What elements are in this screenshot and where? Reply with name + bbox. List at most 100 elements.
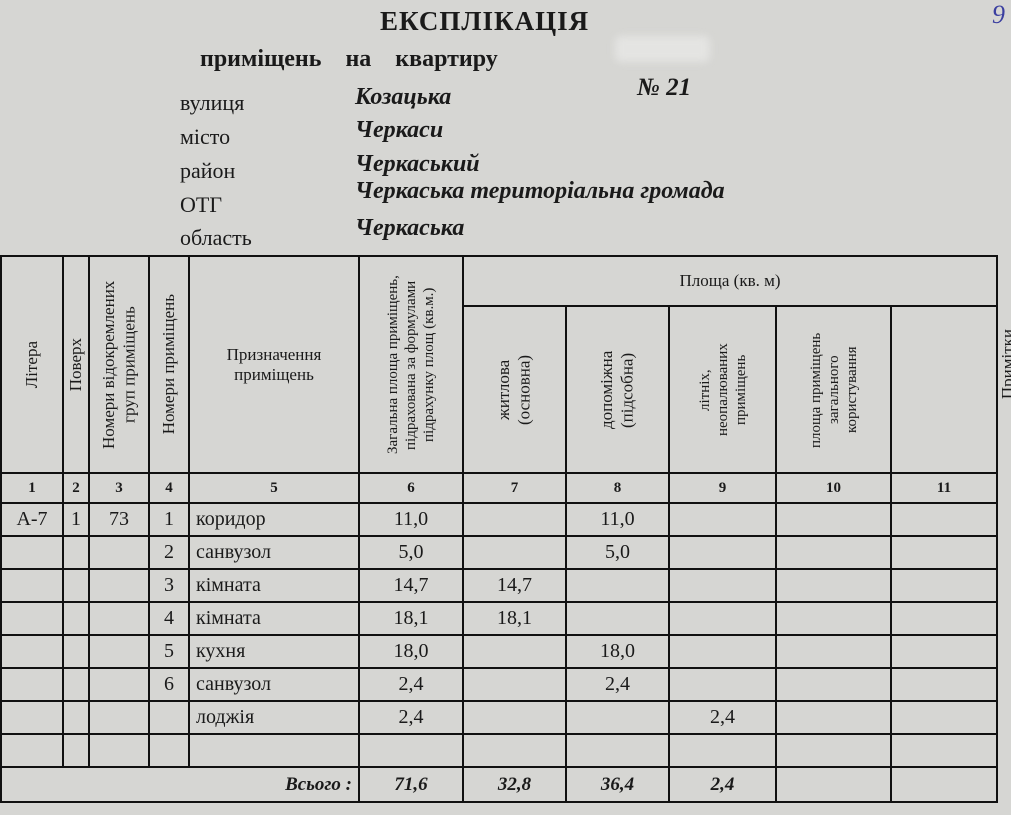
city-value: Черкаси (355, 117, 444, 143)
cell-notes (889, 733, 999, 768)
cell-name: санвузол (188, 535, 360, 570)
col-floor: Поверх (62, 255, 90, 474)
column-numbers-row: 1 2 3 4 5 6 7 8 9 10 11 (0, 472, 999, 504)
community-value: Черкаська територіальна громада (355, 178, 725, 204)
cell-litera (0, 634, 64, 669)
cell-living (462, 634, 567, 669)
cell-floor (62, 700, 90, 735)
cell-common (775, 535, 892, 570)
cell-litera (0, 568, 64, 603)
totals-row: Всього : 71,6 32,8 36,4 2,4 (0, 766, 999, 803)
cell-litera (0, 601, 64, 636)
cell-summer (668, 634, 777, 669)
cell-total (358, 733, 464, 768)
district-value: Черкаський (355, 151, 480, 177)
table-row: А-7 1 73 1 коридор 11,0 11,0 (0, 502, 999, 537)
cell-summer (668, 667, 777, 702)
community-label: ОТГ (180, 192, 223, 217)
cell-litera (0, 535, 64, 570)
cell-living (462, 535, 567, 570)
cell-room (148, 700, 190, 735)
cell-total: 18,1 (358, 601, 464, 636)
cell-name: кімната (188, 568, 360, 603)
cell-total: 18,0 (358, 634, 464, 669)
cell-living (462, 733, 567, 768)
region-label: область (180, 225, 252, 250)
cell-floor (62, 535, 90, 570)
cell-floor (62, 634, 90, 669)
cell-notes (889, 601, 999, 636)
cell-summer (668, 502, 777, 537)
cell-summer (668, 535, 777, 570)
cell-summer: 2,4 (668, 700, 777, 735)
cell-name (188, 733, 360, 768)
cell-total: 11,0 (358, 502, 464, 537)
district-label: район (180, 158, 236, 183)
cell-room: 4 (148, 601, 190, 636)
cell-summer (668, 733, 777, 768)
cell-common (775, 733, 892, 768)
col-common: площа приміщень загального користування (775, 305, 892, 474)
cell-common (775, 568, 892, 603)
cell-notes (889, 568, 999, 603)
cell-group (88, 733, 150, 768)
col-area-group: Площа (кв. м) (461, 255, 999, 307)
cell-summer (668, 568, 777, 603)
cell-litera (0, 700, 64, 735)
cell-total: 14,7 (358, 568, 464, 603)
cell-common (775, 601, 892, 636)
cell-notes (889, 535, 999, 570)
table-row: 6 санвузол 2,4 2,4 (0, 667, 999, 702)
col-purpose: Призначення приміщень (188, 255, 360, 474)
col-groups: Номери відокремлених груп приміщень (88, 255, 150, 474)
cell-room: 6 (148, 667, 190, 702)
cell-name: коридор (188, 502, 360, 537)
totals-living: 32,8 (462, 766, 567, 803)
cell-living (462, 700, 567, 735)
cell-living: 18,1 (462, 601, 567, 636)
totals-label: Всього : (0, 766, 360, 803)
cell-aux: 2,4 (565, 667, 670, 702)
cell-floor (62, 667, 90, 702)
apartment-number: № 21 (637, 74, 692, 101)
table-row: 4 кімната 18,1 18,1 (0, 601, 999, 636)
cell-total: 5,0 (358, 535, 464, 570)
cell-group (88, 601, 150, 636)
totals-total: 71,6 (358, 766, 464, 803)
table-row (0, 733, 999, 768)
cell-aux (565, 700, 670, 735)
cell-common (775, 700, 892, 735)
cell-aux (565, 733, 670, 768)
street-label: вулиця (180, 90, 245, 115)
cell-common (775, 502, 892, 537)
cell-notes (889, 700, 999, 735)
cell-living (462, 502, 567, 537)
col-summer: літніх, неопалюваних приміщень (668, 305, 777, 474)
cell-group: 73 (88, 502, 150, 537)
cell-litera (0, 733, 64, 768)
cell-name: кімната (188, 601, 360, 636)
col-rooms: Номери приміщень (148, 255, 190, 474)
totals-aux: 36,4 (565, 766, 670, 803)
cell-litera: А-7 (0, 502, 64, 537)
cell-aux: 18,0 (565, 634, 670, 669)
cell-room: 2 (148, 535, 190, 570)
totals-summer: 2,4 (668, 766, 777, 803)
col-living: житлова (основна) (462, 305, 567, 474)
cell-aux: 11,0 (565, 502, 670, 537)
cell-summer (668, 601, 777, 636)
cell-living: 14,7 (462, 568, 567, 603)
cell-common (775, 634, 892, 669)
cell-room: 5 (148, 634, 190, 669)
cell-notes (889, 634, 999, 669)
col-litera: Літера (0, 255, 64, 474)
cell-floor: 1 (62, 502, 90, 537)
cell-common (775, 667, 892, 702)
cell-room: 1 (148, 502, 190, 537)
cell-aux (565, 568, 670, 603)
table-row: 3 кімната 14,7 14,7 (0, 568, 999, 603)
document-title: ЕКСПЛІКАЦІЯ (380, 6, 590, 36)
cell-group (88, 568, 150, 603)
col-total-area: Загальна площа приміщень, підрахована за… (358, 255, 464, 474)
cell-name: лоджія (188, 700, 360, 735)
